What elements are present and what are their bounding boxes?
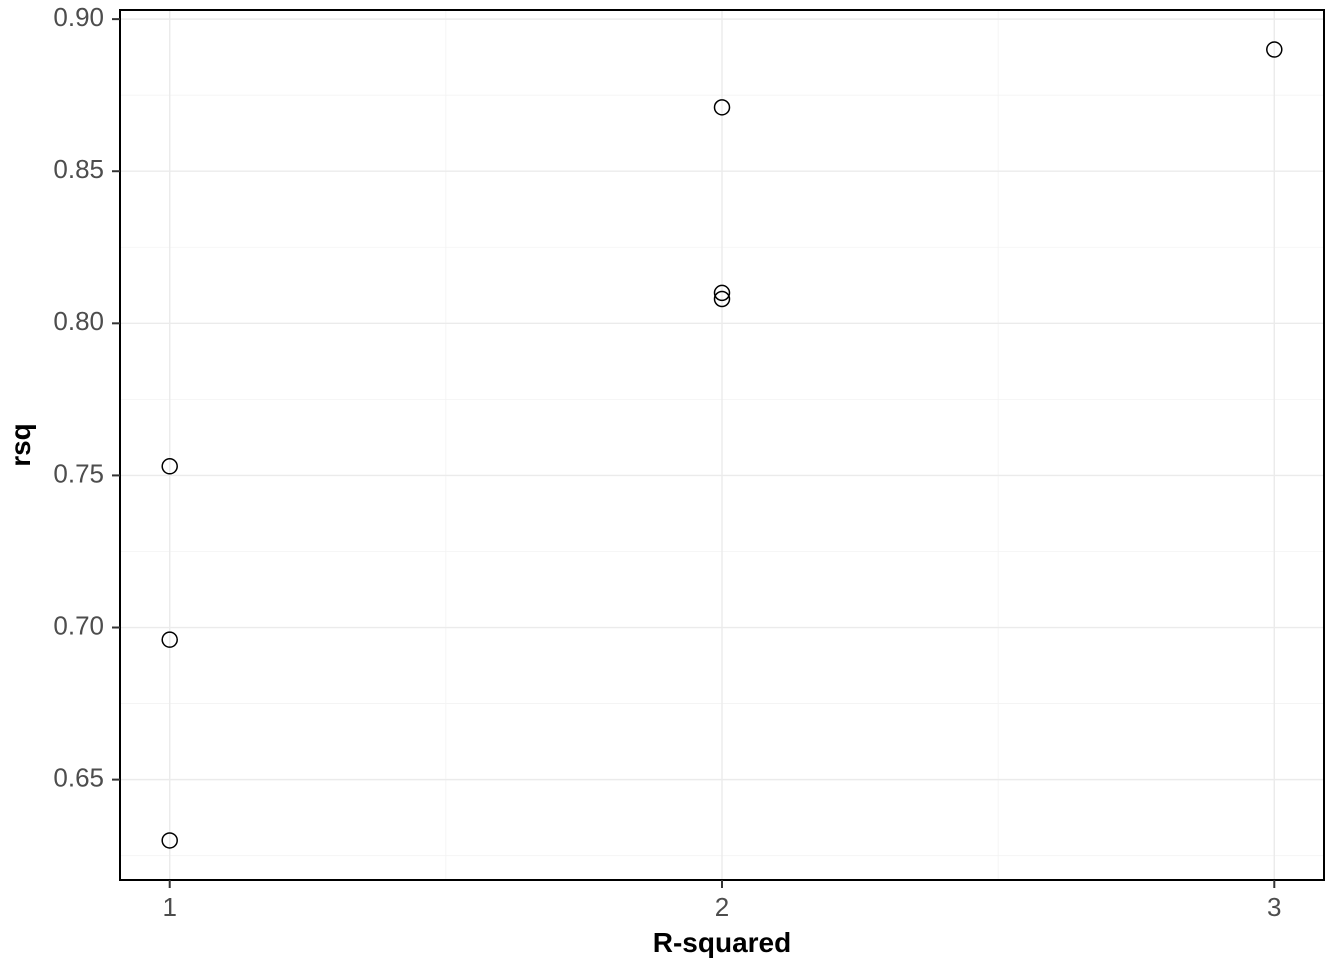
y-tick-label: 0.75 bbox=[53, 458, 104, 488]
y-tick-label: 0.80 bbox=[53, 306, 104, 336]
y-tick-label: 0.65 bbox=[53, 762, 104, 792]
x-tick-label: 3 bbox=[1267, 892, 1281, 922]
chart-svg: 1 2 3 0.65 0.70 0.75 0.80 0.85 0.90 R-squared rsq bbox=[0, 0, 1344, 960]
x-tick-label: 1 bbox=[162, 892, 176, 922]
y-tick-label: 0.90 bbox=[53, 2, 104, 32]
x-tick-label: 2 bbox=[715, 892, 729, 922]
x-axis-title: R-squared bbox=[653, 927, 791, 958]
y-tick-label: 0.85 bbox=[53, 154, 104, 184]
y-tick-label: 0.70 bbox=[53, 610, 104, 640]
y-axis-title: rsq bbox=[5, 423, 36, 467]
scatter-chart: 1 2 3 0.65 0.70 0.75 0.80 0.85 0.90 R-squared rsq bbox=[0, 0, 1344, 960]
